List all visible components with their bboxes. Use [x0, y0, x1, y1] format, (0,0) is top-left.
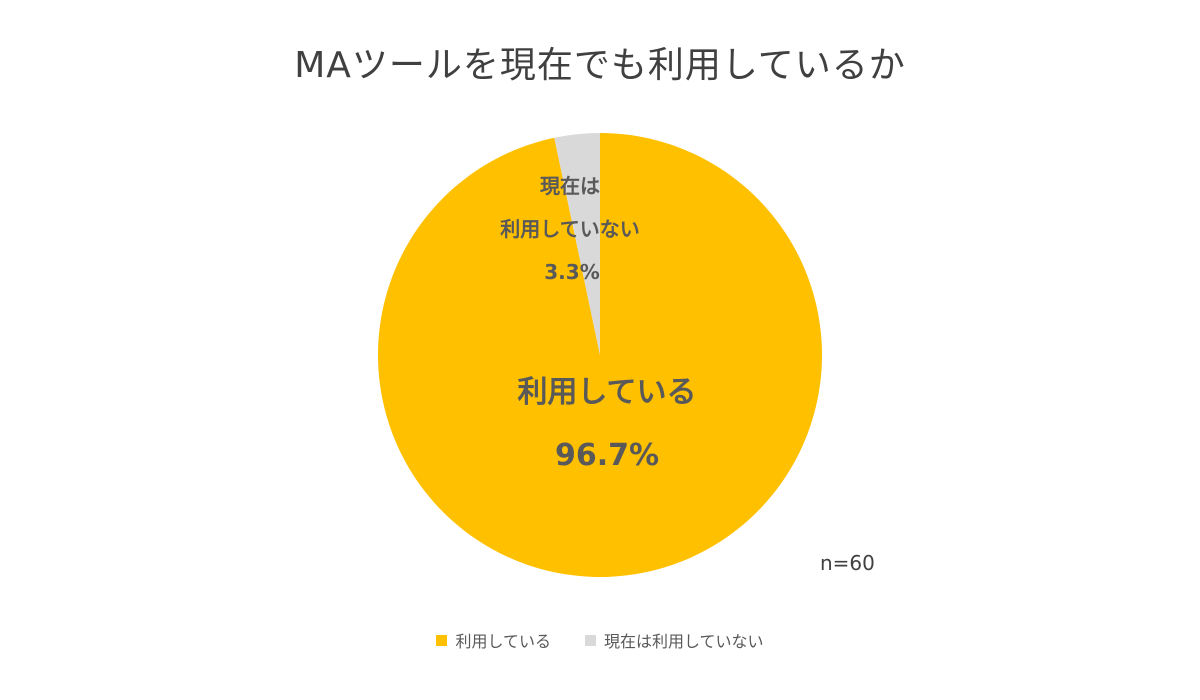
- legend-label-not-using: 現在は利用していない: [604, 632, 764, 651]
- data-label-not-using-2: 3.3%: [544, 260, 599, 284]
- pie-slices: [378, 133, 823, 577]
- legend-item-using: 利用している: [436, 628, 551, 652]
- data-label-not-using-0: 現在は: [540, 174, 600, 198]
- chart-title: MAツールを現在でも利用しているか: [294, 45, 906, 86]
- sample-size-label: n=60: [820, 551, 875, 575]
- data-label-using-1: 96.7%: [555, 438, 659, 473]
- data-label-not-using-1: 利用していない: [500, 217, 639, 241]
- legend-swatch-not-using: [585, 634, 596, 646]
- legend-item-not-using: 現在は利用していない: [585, 628, 764, 652]
- pie-data-labels: 利用している 96.7% 現在は利用していない 3.3%: [500, 174, 696, 473]
- legend: 利用している 現在は利用していない: [0, 628, 1200, 652]
- legend-label-using: 利用している: [455, 632, 551, 651]
- data-label-using-0: 利用している: [517, 375, 696, 410]
- pie-slice-not-using: [554, 133, 600, 355]
- legend-swatch-using: [436, 634, 448, 646]
